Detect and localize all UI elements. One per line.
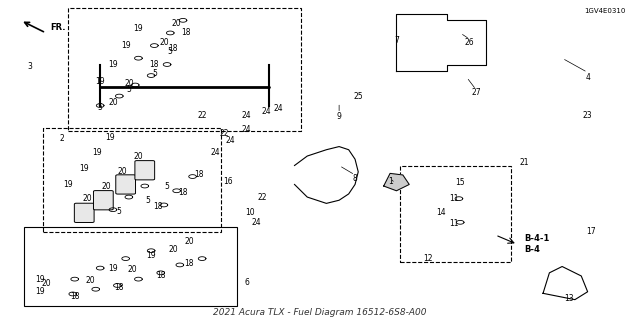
Text: 24: 24	[261, 107, 271, 116]
Text: 19: 19	[134, 24, 143, 33]
Text: 17: 17	[586, 227, 596, 236]
Text: 20: 20	[159, 38, 169, 47]
Text: FR.: FR.	[51, 23, 66, 32]
Text: 1: 1	[388, 177, 392, 186]
FancyBboxPatch shape	[93, 191, 113, 210]
Text: 24: 24	[252, 218, 261, 227]
Text: 11: 11	[449, 194, 459, 203]
Text: 16: 16	[223, 177, 232, 186]
Text: 19: 19	[147, 251, 156, 260]
Text: 24: 24	[242, 125, 252, 134]
Text: 18: 18	[179, 188, 188, 197]
Text: 22: 22	[258, 193, 268, 202]
Text: 18: 18	[156, 271, 166, 280]
Bar	[24, 227, 237, 306]
Text: 19: 19	[35, 287, 44, 296]
Text: 5: 5	[117, 207, 122, 216]
Text: 2021 Acura TLX - Fuel Diagram 16512-6S8-A00: 2021 Acura TLX - Fuel Diagram 16512-6S8-…	[213, 308, 427, 316]
Text: 5: 5	[152, 69, 157, 78]
Text: 24: 24	[274, 104, 284, 113]
Text: 19: 19	[79, 164, 89, 173]
Text: 24: 24	[210, 148, 220, 157]
Text: 19: 19	[63, 180, 73, 189]
Text: 19: 19	[92, 148, 102, 157]
Text: 19: 19	[105, 132, 115, 142]
Text: 18: 18	[150, 60, 159, 69]
FancyBboxPatch shape	[116, 175, 136, 194]
Text: 19: 19	[35, 275, 44, 284]
Text: 15: 15	[456, 178, 465, 188]
Text: 18: 18	[70, 292, 79, 301]
Text: 21: 21	[519, 158, 529, 167]
FancyBboxPatch shape	[135, 161, 155, 180]
Text: 5: 5	[98, 103, 102, 112]
Text: 20: 20	[172, 19, 181, 28]
Text: B-4: B-4	[524, 245, 540, 254]
Text: 22: 22	[197, 110, 207, 119]
Text: 7: 7	[394, 36, 399, 45]
Text: 24: 24	[242, 110, 252, 119]
Text: B-4-1: B-4-1	[524, 234, 549, 243]
Text: 19: 19	[121, 41, 131, 50]
Text: 22: 22	[220, 130, 229, 139]
Text: 24: 24	[226, 136, 236, 145]
Text: 20: 20	[83, 194, 92, 203]
Text: 9: 9	[337, 112, 342, 121]
Text: 3: 3	[28, 61, 33, 71]
Text: 18: 18	[153, 202, 163, 211]
Text: 1GV4E0310: 1GV4E0310	[584, 8, 626, 14]
Text: 5: 5	[168, 47, 173, 56]
Text: 11: 11	[449, 220, 459, 228]
Text: 20: 20	[118, 167, 127, 176]
Text: 19: 19	[108, 264, 118, 273]
Text: 27: 27	[471, 88, 481, 97]
Text: 5: 5	[126, 85, 131, 94]
Text: 18: 18	[184, 259, 194, 268]
Text: 20: 20	[184, 237, 194, 246]
Text: 13: 13	[564, 293, 573, 303]
Text: 20: 20	[102, 181, 111, 190]
Bar	[399, 165, 511, 262]
Text: 5: 5	[164, 181, 170, 190]
Text: 20: 20	[86, 276, 95, 285]
Text: 20: 20	[134, 152, 143, 161]
Text: 20: 20	[124, 79, 134, 88]
Text: 18: 18	[194, 171, 204, 180]
Text: 19: 19	[95, 77, 105, 86]
Text: 25: 25	[353, 92, 363, 100]
Text: 18: 18	[115, 283, 124, 292]
Text: 12: 12	[424, 254, 433, 263]
Text: 6: 6	[244, 278, 249, 287]
Text: 5: 5	[145, 196, 150, 205]
Polygon shape	[384, 173, 409, 191]
Text: 20: 20	[41, 279, 51, 288]
Text: 8: 8	[353, 174, 357, 183]
FancyBboxPatch shape	[74, 203, 94, 222]
Text: 18: 18	[169, 44, 178, 53]
Bar	[68, 8, 301, 131]
Text: 20: 20	[127, 265, 137, 274]
Text: 23: 23	[583, 110, 593, 119]
Text: 26: 26	[465, 38, 474, 47]
Text: 10: 10	[245, 208, 255, 217]
Bar	[43, 128, 221, 232]
Text: 19: 19	[108, 60, 118, 69]
Text: 14: 14	[436, 208, 446, 217]
Text: 4: 4	[585, 73, 590, 82]
Text: 20: 20	[168, 245, 179, 254]
Text: 18: 18	[181, 28, 191, 37]
Text: 2: 2	[60, 134, 64, 143]
Text: 20: 20	[108, 98, 118, 107]
